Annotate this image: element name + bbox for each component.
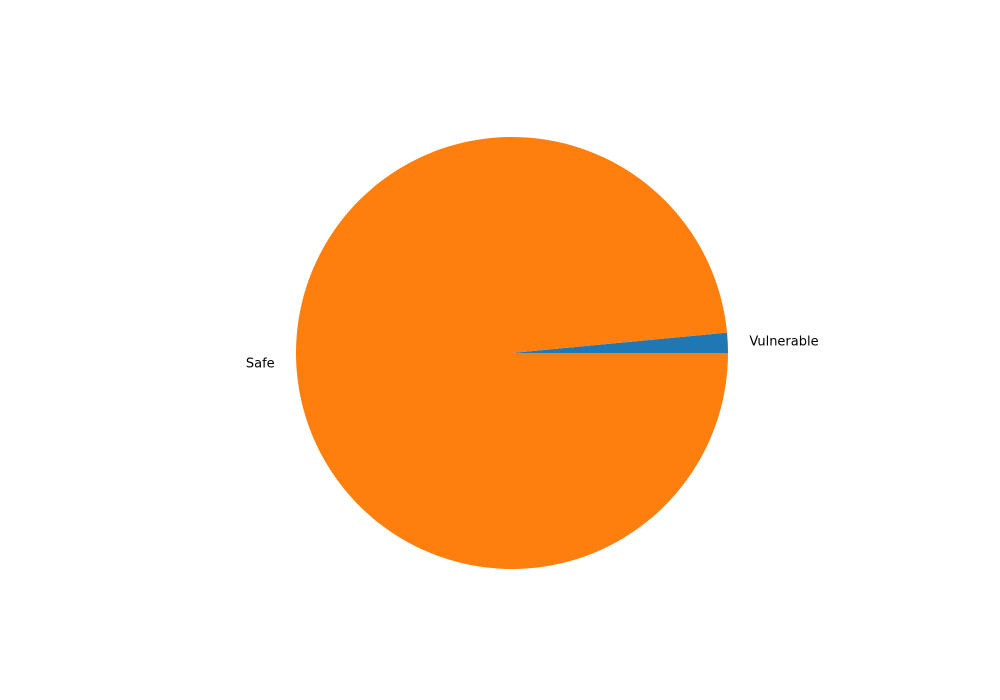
pie-label-safe: Safe — [246, 357, 275, 372]
pie-slice-safe — [296, 136, 728, 569]
pie-slice-vulnerable — [512, 332, 728, 353]
pie-slices — [296, 136, 728, 569]
pie-labels: Vulnerable Safe — [246, 334, 819, 371]
pie-label-vulnerable: Vulnerable — [749, 334, 818, 349]
